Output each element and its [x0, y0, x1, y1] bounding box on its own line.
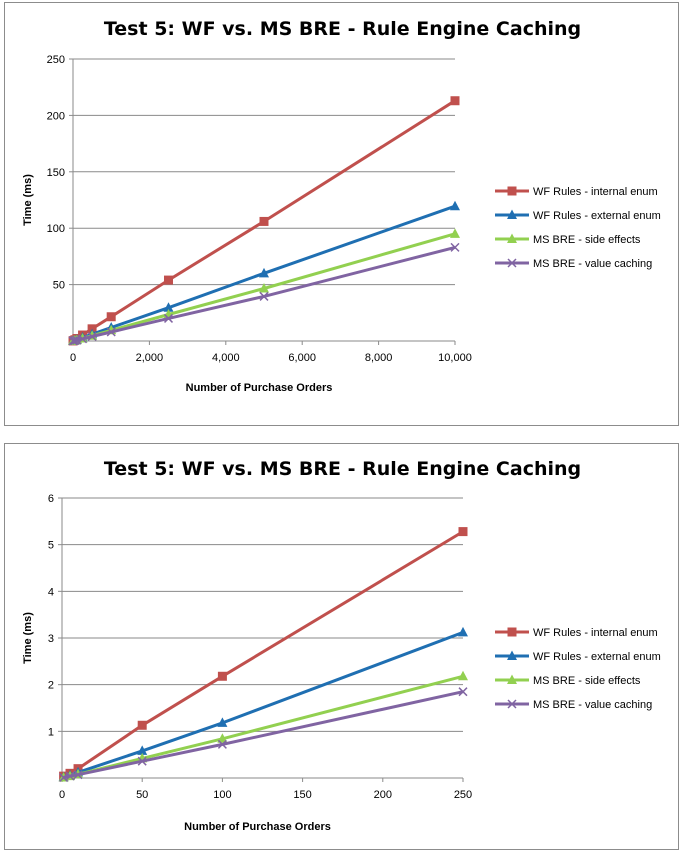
- y-tick-label: 200: [47, 110, 65, 122]
- chart-title: Test 5: WF vs. MS BRE - Rule Engine Cach…: [104, 458, 581, 480]
- legend-item: MS BRE - value caching: [495, 699, 652, 711]
- x-axis-title: Number of Purchase Orders: [184, 821, 331, 833]
- data-point: [164, 275, 173, 285]
- x-tick-label: 150: [293, 789, 311, 801]
- data-point: [87, 331, 97, 342]
- data-point: [450, 200, 460, 211]
- legend-label: WF Rules - internal enum: [533, 186, 658, 198]
- series-3: [59, 687, 468, 783]
- data-point: [450, 96, 460, 106]
- legend-item: WF Rules - internal enum: [495, 186, 658, 198]
- x-tick-label: 250: [454, 789, 472, 801]
- data-point: [259, 216, 269, 226]
- data-point: [68, 336, 78, 346]
- data-point: [458, 527, 468, 537]
- legend-label: MS BRE - value caching: [533, 258, 652, 270]
- data-point: [70, 336, 80, 346]
- legend-label: WF Rules - external enum: [533, 651, 661, 663]
- data-point: [106, 327, 116, 337]
- data-point: [78, 334, 88, 344]
- y-tick-label: 1: [48, 726, 54, 738]
- data-point: [259, 283, 269, 293]
- legend-label: MS BRE - side effects: [533, 675, 641, 687]
- legend-marker: [507, 186, 517, 196]
- x-tick-label: 4,000: [212, 352, 240, 364]
- legend-item: MS BRE - side effects: [495, 674, 641, 687]
- legend-marker: [507, 650, 517, 660]
- data-point: [450, 228, 460, 238]
- data-point: [106, 312, 116, 322]
- y-tick-label: 4: [48, 586, 54, 598]
- data-point: [73, 770, 83, 780]
- legend: WF Rules - internal enum WF Rules - exter…: [495, 186, 661, 270]
- data-point: [217, 733, 228, 743]
- x-tick-label: 10,000: [438, 352, 472, 364]
- y-tick-label: 2: [48, 680, 54, 692]
- legend-marker: [507, 209, 517, 219]
- x-tick-label: 50: [136, 789, 148, 801]
- legend-item: MS BRE - value caching: [495, 258, 652, 270]
- legend-label: WF Rules - internal enum: [533, 627, 658, 639]
- x-tick-label: 100: [213, 789, 231, 801]
- x-axis-title: Number of Purchase Orders: [186, 382, 333, 394]
- legend: WF Rules - internal enum WF Rules - exter…: [495, 627, 661, 711]
- x-tick-label: 200: [374, 789, 392, 801]
- legend-label: MS BRE - side effects: [533, 234, 641, 246]
- x-tick-label: 8,000: [365, 352, 393, 364]
- legend-marker: [507, 258, 517, 268]
- data-point: [259, 291, 269, 301]
- x-tick-label: 2,000: [136, 352, 164, 364]
- y-tick-label: 250: [47, 54, 65, 66]
- y-tick-label: 100: [47, 223, 65, 235]
- y-tick-label: 150: [47, 167, 65, 179]
- chart-1-plot: Test 5: WF vs. MS BRE - Rule Engine Cach…: [22, 18, 661, 394]
- y-axis-title: Time (ms): [22, 174, 34, 226]
- legend-marker: [507, 699, 517, 709]
- chart-panel-1: Test 5: WF vs. MS BRE - Rule Engine Cach…: [4, 2, 679, 426]
- legend-item: WF Rules - external enum: [495, 650, 661, 663]
- series-line: [71, 245, 456, 343]
- legend-marker: [507, 627, 517, 637]
- data-point: [163, 313, 174, 323]
- series-line: [63, 674, 464, 779]
- legend-label: MS BRE - value caching: [533, 699, 652, 711]
- data-point: [163, 302, 174, 312]
- x-tick-label: 6,000: [288, 352, 316, 364]
- y-tick-label: 3: [48, 633, 54, 645]
- data-point: [450, 242, 460, 252]
- series-3: [68, 242, 460, 346]
- y-tick-label: 5: [48, 540, 54, 552]
- legend-item: WF Rules - internal enum: [495, 627, 658, 639]
- legend-label: WF Rules - external enum: [533, 210, 661, 222]
- x-tick-label: 0: [59, 789, 65, 801]
- data-point: [137, 756, 147, 766]
- data-point: [458, 626, 468, 637]
- data-point: [458, 670, 468, 681]
- data-point: [137, 745, 148, 755]
- legend-item: MS BRE - side effects: [495, 233, 641, 246]
- data-point: [217, 671, 227, 681]
- legend-marker: [507, 233, 517, 243]
- legend-item: WF Rules - external enum: [495, 209, 661, 222]
- data-point: [217, 717, 228, 727]
- series-line: [63, 690, 464, 779]
- data-point: [458, 687, 468, 697]
- data-point: [217, 739, 227, 749]
- chart-panel-2: Test 5: WF vs. MS BRE - Rule Engine Cach…: [4, 443, 679, 850]
- chart-2-plot: Test 5: WF vs. MS BRE - Rule Engine Cach…: [22, 458, 661, 833]
- data-point: [259, 267, 269, 278]
- legend-marker: [507, 674, 517, 684]
- data-point: [65, 771, 75, 781]
- y-axis-title: Time (ms): [22, 612, 34, 664]
- chart-title: Test 5: WF vs. MS BRE - Rule Engine Cach…: [104, 18, 581, 40]
- series-0: [68, 96, 460, 346]
- x-tick-label: 0: [70, 352, 76, 364]
- y-tick-label: 50: [53, 280, 65, 292]
- data-point: [137, 720, 147, 730]
- y-tick-label: 6: [48, 493, 54, 505]
